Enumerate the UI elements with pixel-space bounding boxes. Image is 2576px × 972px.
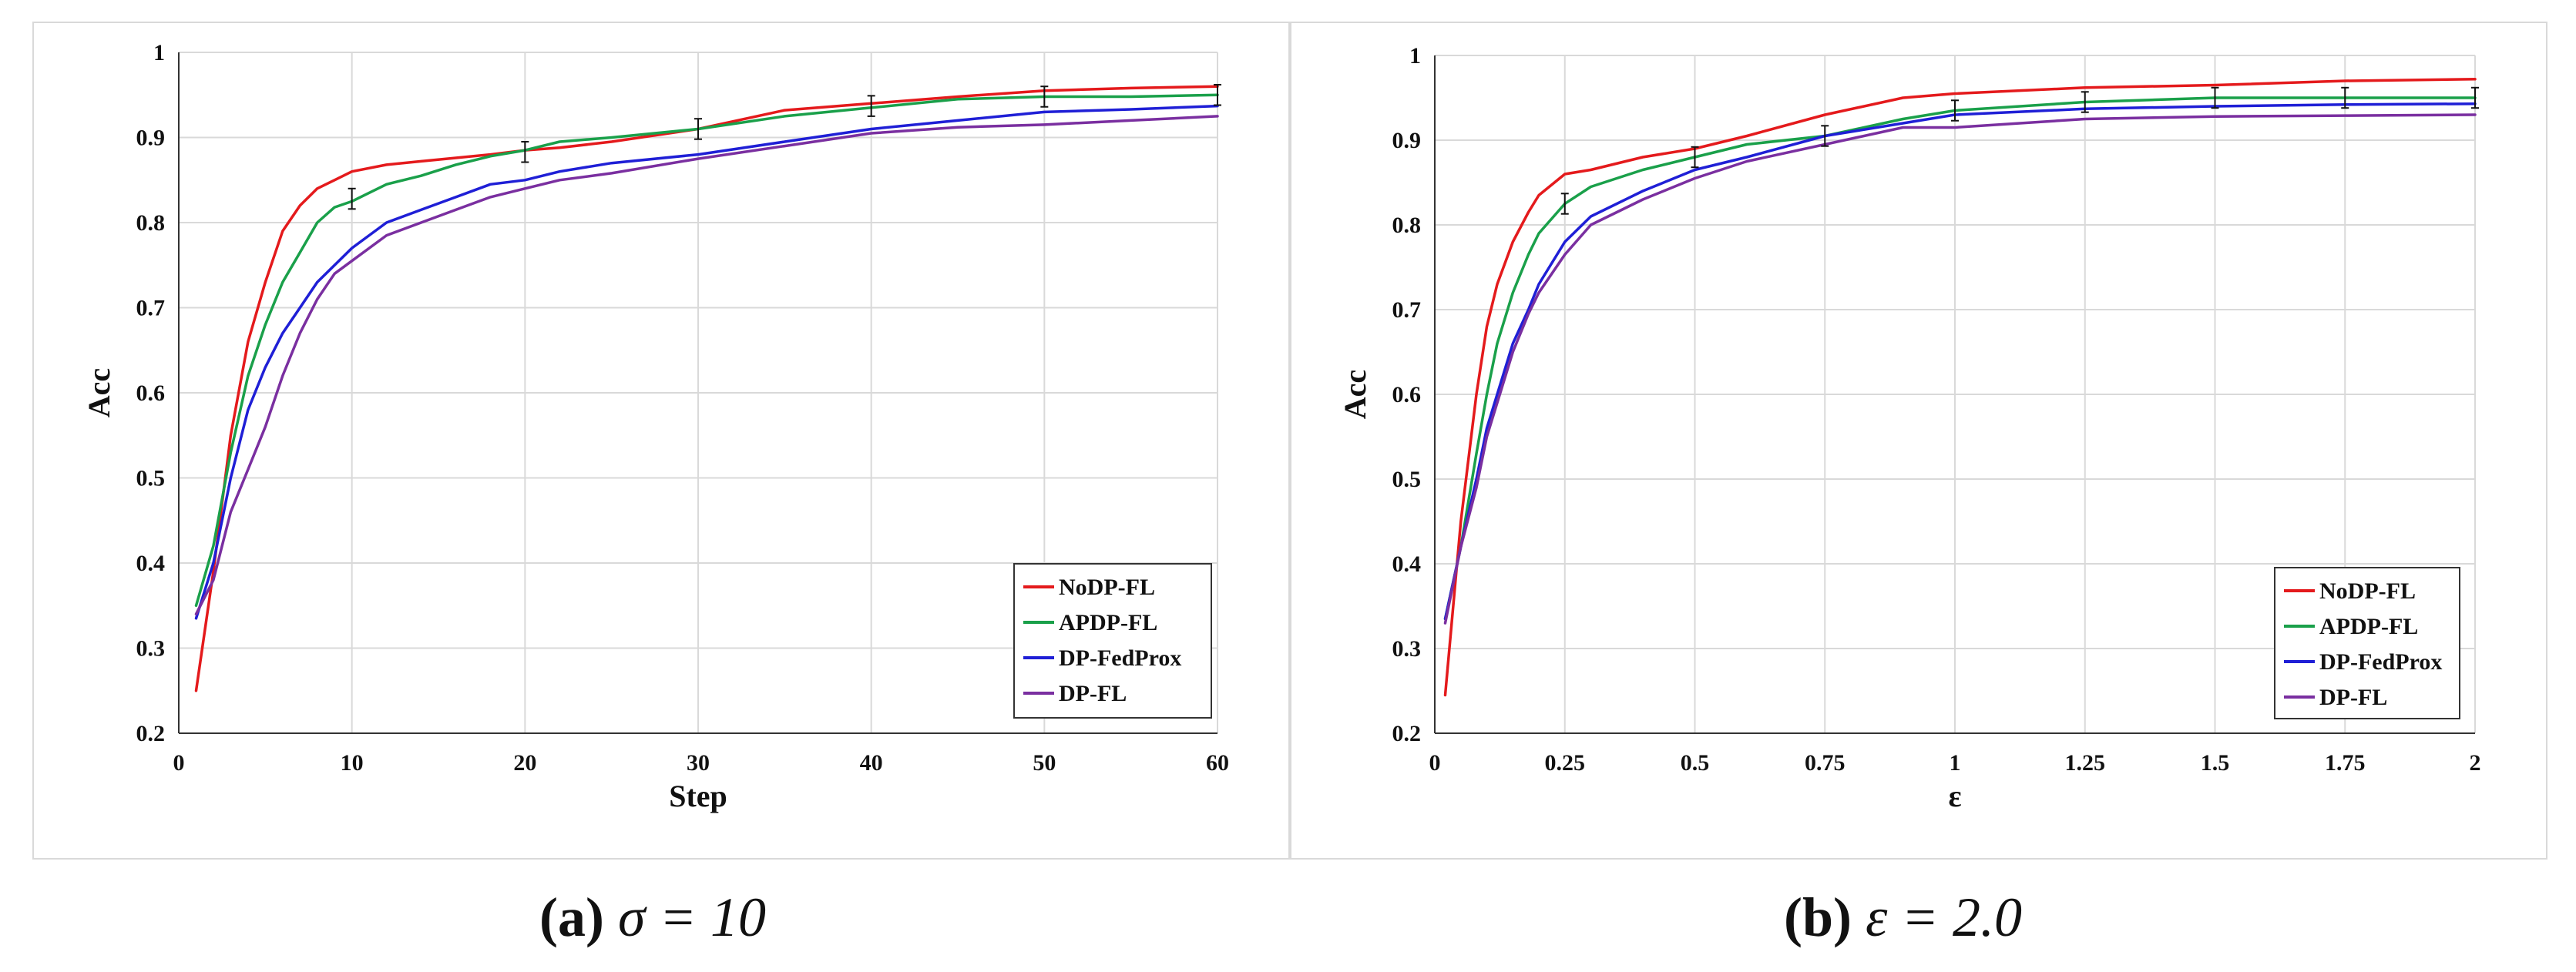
chart-b-ytick-label: 0.8: [1392, 213, 1422, 238]
chart-a-ytick-label: 0.5: [136, 466, 166, 491]
caption-b-label: (b): [1784, 887, 1852, 948]
chart-a-legend-label: DP-FedProx: [1059, 645, 1181, 671]
chart-a-legend-label: NoDP-FL: [1059, 575, 1155, 600]
chart-a-xtick-label: 40: [860, 750, 883, 776]
chart-b-legend-label: APDP-FL: [2319, 614, 2418, 639]
caption-a-label: (a): [539, 887, 604, 948]
chart-b-xtick-label: 1.25: [2065, 750, 2106, 776]
chart-b-legend-label: DP-FedProx: [2319, 649, 2442, 675]
chart-a-frame: [32, 22, 1290, 860]
chart-b-ytick-label: 0.4: [1392, 551, 1422, 577]
chart-a-xtick-label: 30: [687, 750, 710, 776]
chart-b-xtick-label: 2: [2470, 750, 2481, 776]
chart-b-line-nodp-fl: [1443, 78, 2477, 697]
chart-a-ytick-label: 0.7: [136, 296, 166, 321]
chart-b-line-apdp-fl: [1443, 96, 2477, 621]
chart-b-xtick-label: 0.5: [1681, 750, 1710, 776]
chart-b-xtick-label: 0.25: [1545, 750, 1586, 776]
chart-b-legend-label: NoDP-FL: [2319, 578, 2416, 604]
chart-a-ytick-label: 1: [153, 40, 165, 65]
chart-a-xtick-label: 0: [173, 750, 185, 776]
chart-b-ytick-label: 0.5: [1392, 467, 1422, 492]
chart-a-ytick-label: 0.8: [136, 210, 166, 236]
chart-a-ytick-label: 0.9: [136, 126, 166, 151]
chart-a-ylabel: Acc: [82, 368, 116, 417]
chart-b-frame: [1290, 22, 2547, 860]
chart-b-xtick-label: 1: [1950, 750, 1961, 776]
chart-b-xtick-label: 1.75: [2325, 750, 2366, 776]
chart-b-ytick-label: 0.9: [1392, 128, 1422, 153]
chart-a-ytick-label: 0.6: [136, 380, 166, 406]
chart-b-ylabel: Acc: [1338, 370, 1372, 419]
chart-a-ytick-label: 0.4: [136, 551, 166, 576]
chart-b-ytick-label: 0.7: [1392, 297, 1422, 323]
chart-a-xtick-label: 20: [513, 750, 536, 776]
chart-b-xtick-label: 0: [1429, 750, 1441, 776]
chart-a-line-dp-fl: [194, 115, 1219, 616]
chart-a-ytick-label: 0.2: [136, 721, 166, 746]
chart-a-legend-label: DP-FL: [1059, 681, 1127, 706]
chart-a-line-nodp-fl: [194, 85, 1219, 692]
chart-b-xtick-label: 1.5: [2201, 750, 2230, 776]
chart-b-ytick-label: 1: [1409, 43, 1421, 69]
chart-b-line-dp-fedprox: [1443, 102, 2477, 621]
caption-a: (a) σ = 10: [539, 886, 766, 950]
chart-b-ytick-label: 0.2: [1392, 721, 1422, 746]
caption-b-text: ε = 2.0: [1866, 887, 2022, 948]
chart-a-line-apdp-fl: [194, 93, 1219, 608]
chart-b-legend-box: [2274, 567, 2460, 719]
chart-a-xtick-label: 60: [1206, 750, 1229, 776]
chart-b-xtick-label: 0.75: [1805, 750, 1846, 776]
chart-b-line-dp-fl: [1443, 113, 2477, 625]
chart-a-xtick-label: 10: [341, 750, 364, 776]
caption-b: (b) ε = 2.0: [1784, 886, 2022, 950]
chart-a-ytick-label: 0.3: [136, 636, 166, 662]
caption-a-text: σ = 10: [617, 887, 767, 948]
chart-b-ytick-label: 0.6: [1392, 382, 1422, 407]
chart-b-ytick-label: 0.3: [1392, 636, 1422, 662]
chart-b-xlabel: ε: [1948, 779, 1961, 813]
chart-a-xtick-label: 50: [1033, 750, 1056, 776]
chart-a-legend-label: APDP-FL: [1059, 610, 1157, 635]
chart-a-line-dp-fedprox: [194, 104, 1219, 620]
chart-b-legend-label: DP-FL: [2319, 685, 2387, 710]
chart-a-xlabel: Step: [669, 779, 727, 813]
